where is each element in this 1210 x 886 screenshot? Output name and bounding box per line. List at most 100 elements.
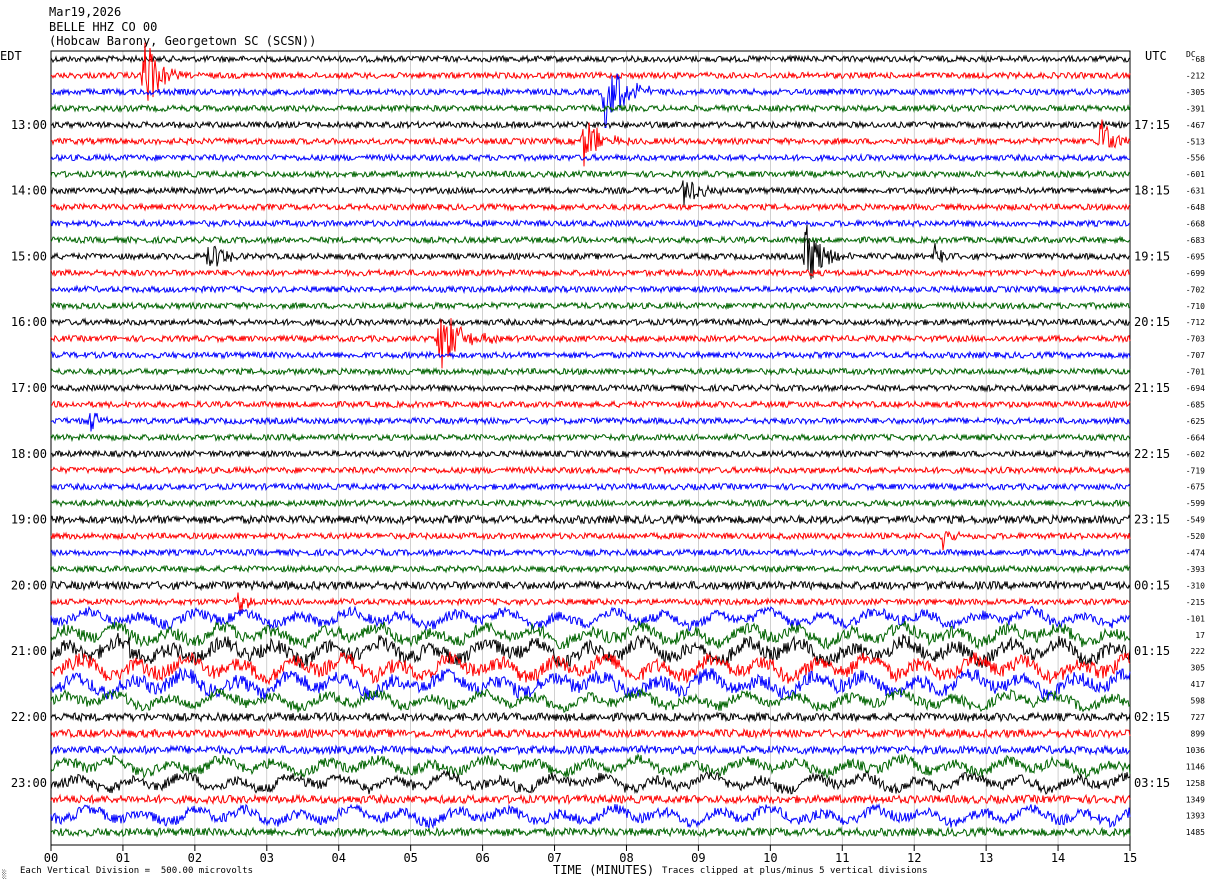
trace-line: [50, 513, 1131, 526]
trace-line: [50, 224, 1131, 280]
left-hour-label: 20:00: [11, 578, 47, 592]
trace-line: [50, 152, 1131, 163]
dc-label: DC: [1186, 50, 1196, 59]
traces-group: [50, 42, 1131, 838]
dc-offset-label: -664: [1186, 433, 1205, 442]
dc-offset-label: -556: [1186, 154, 1205, 163]
dc-offset-label: -467: [1186, 121, 1205, 130]
dc-offset-label: -694: [1186, 384, 1205, 393]
x-tick-label: 00: [44, 851, 58, 865]
x-tick-label: 01: [116, 851, 130, 865]
trace-line: [50, 687, 1131, 714]
dc-offset-label: -712: [1186, 318, 1205, 327]
dc-offset-label: -648: [1186, 203, 1205, 212]
dc-offset-label: -702: [1186, 285, 1205, 294]
x-tick-label: 12: [907, 851, 921, 865]
trace-line: [50, 579, 1131, 592]
trace-line: [50, 793, 1131, 806]
trace-line: [50, 448, 1131, 459]
trace-line: [50, 605, 1131, 632]
right-hour-label: 21:15: [1134, 381, 1170, 395]
left-hour-label: 23:00: [11, 776, 47, 790]
dc-offset-label: -707: [1186, 351, 1205, 360]
right-hour-label: 17:15: [1134, 118, 1170, 132]
trace-line: [50, 350, 1131, 360]
left-hour-label: 19:00: [11, 513, 47, 527]
x-tick-label: 07: [547, 851, 561, 865]
trace-labels: -68 -212 -305 -391 -467 -513 -556 -601 -631 -648 -…: [11, 55, 1205, 837]
trace-line: [50, 300, 1131, 311]
x-tick-label: 08: [619, 851, 633, 865]
trace-line: [50, 530, 1131, 551]
right-hour-label: 22:15: [1134, 447, 1170, 461]
trace-line: [50, 592, 1131, 612]
x-axis: 00 01 02 03 04 05 06 07 08 09 10 11 12 13 14 15: [44, 845, 1137, 865]
left-hour-label: 22:00: [11, 710, 47, 724]
x-tick-label: 04: [332, 851, 346, 865]
dc-offset-label: 598: [1191, 697, 1206, 706]
dc-offset-label: -310: [1186, 581, 1205, 590]
dc-offset-label: 417: [1191, 680, 1206, 689]
dc-offset-label: -393: [1186, 565, 1205, 574]
dc-offset-label: 899: [1191, 729, 1206, 738]
trace-line: [50, 651, 1131, 686]
trace-line: [50, 383, 1131, 393]
trace-line: [50, 803, 1131, 830]
left-timezone-label: EDT: [0, 49, 22, 63]
left-hour-label: 16:00: [11, 315, 47, 329]
dc-offset-label: -675: [1186, 483, 1205, 492]
dc-offset-label: -719: [1186, 466, 1205, 475]
dc-offset-label: -391: [1186, 104, 1205, 113]
trace-line: [50, 318, 1131, 369]
dc-offset-label: -549: [1186, 516, 1205, 525]
dc-offset-label: -474: [1186, 549, 1205, 558]
dc-offset-label: -695: [1186, 252, 1205, 261]
trace-line: [50, 769, 1131, 795]
trace-line: [50, 267, 1131, 278]
dc-offset-label: -513: [1186, 137, 1205, 146]
trace-line: [50, 284, 1131, 295]
right-hour-label: 18:15: [1134, 184, 1170, 198]
trace-line: [51, 399, 1131, 410]
right-hour-label: 19:15: [1134, 249, 1170, 263]
trace-line: [50, 547, 1131, 558]
dc-offset-label: -631: [1186, 187, 1205, 196]
plot-frame: [50, 50, 1131, 846]
trace-line: [50, 119, 1131, 130]
right-hour-label: 03:15: [1134, 776, 1170, 790]
dc-offset-label: 1485: [1186, 828, 1205, 837]
x-axis-title: TIME (MINUTES): [553, 863, 655, 877]
dc-offset-label: -101: [1186, 614, 1205, 623]
dc-offset-label: -599: [1186, 499, 1205, 508]
trace-line: [50, 711, 1131, 723]
right-hour-label: 00:15: [1134, 578, 1170, 592]
dc-offset-label: -601: [1186, 170, 1205, 179]
trace-line: [50, 666, 1131, 701]
trace-line: [50, 481, 1131, 492]
trace-line: [50, 202, 1131, 212]
corner-mark: ░: [2, 870, 7, 879]
dc-offset-label: -305: [1186, 88, 1205, 97]
dc-offset-label: 1349: [1186, 795, 1205, 804]
trace-line: [50, 632, 1131, 669]
trace-line: [50, 620, 1131, 650]
trace-line: [50, 498, 1131, 509]
trace-line: [50, 180, 1131, 206]
dc-offset-label: -683: [1186, 236, 1205, 245]
dc-offset-label: -68: [1191, 55, 1206, 64]
dc-offset-label: -520: [1186, 532, 1205, 541]
dc-offset-label: -699: [1186, 269, 1205, 278]
trace-line: [50, 564, 1131, 574]
left-hour-label: 21:00: [11, 644, 47, 658]
trace-line: [50, 235, 1131, 245]
dc-offset-label: -703: [1186, 335, 1205, 344]
trace-line: [50, 317, 1131, 328]
dc-offset-label: -215: [1186, 598, 1205, 607]
trace-line: [50, 103, 1131, 114]
trace-line: [50, 218, 1131, 229]
trace-line: [50, 73, 1131, 128]
scale-note: Each Vertical Division = 500.00 microvol…: [20, 866, 253, 876]
right-hour-label: 02:15: [1134, 710, 1170, 724]
station-label: BELLE HHZ CO 00: [49, 20, 158, 34]
